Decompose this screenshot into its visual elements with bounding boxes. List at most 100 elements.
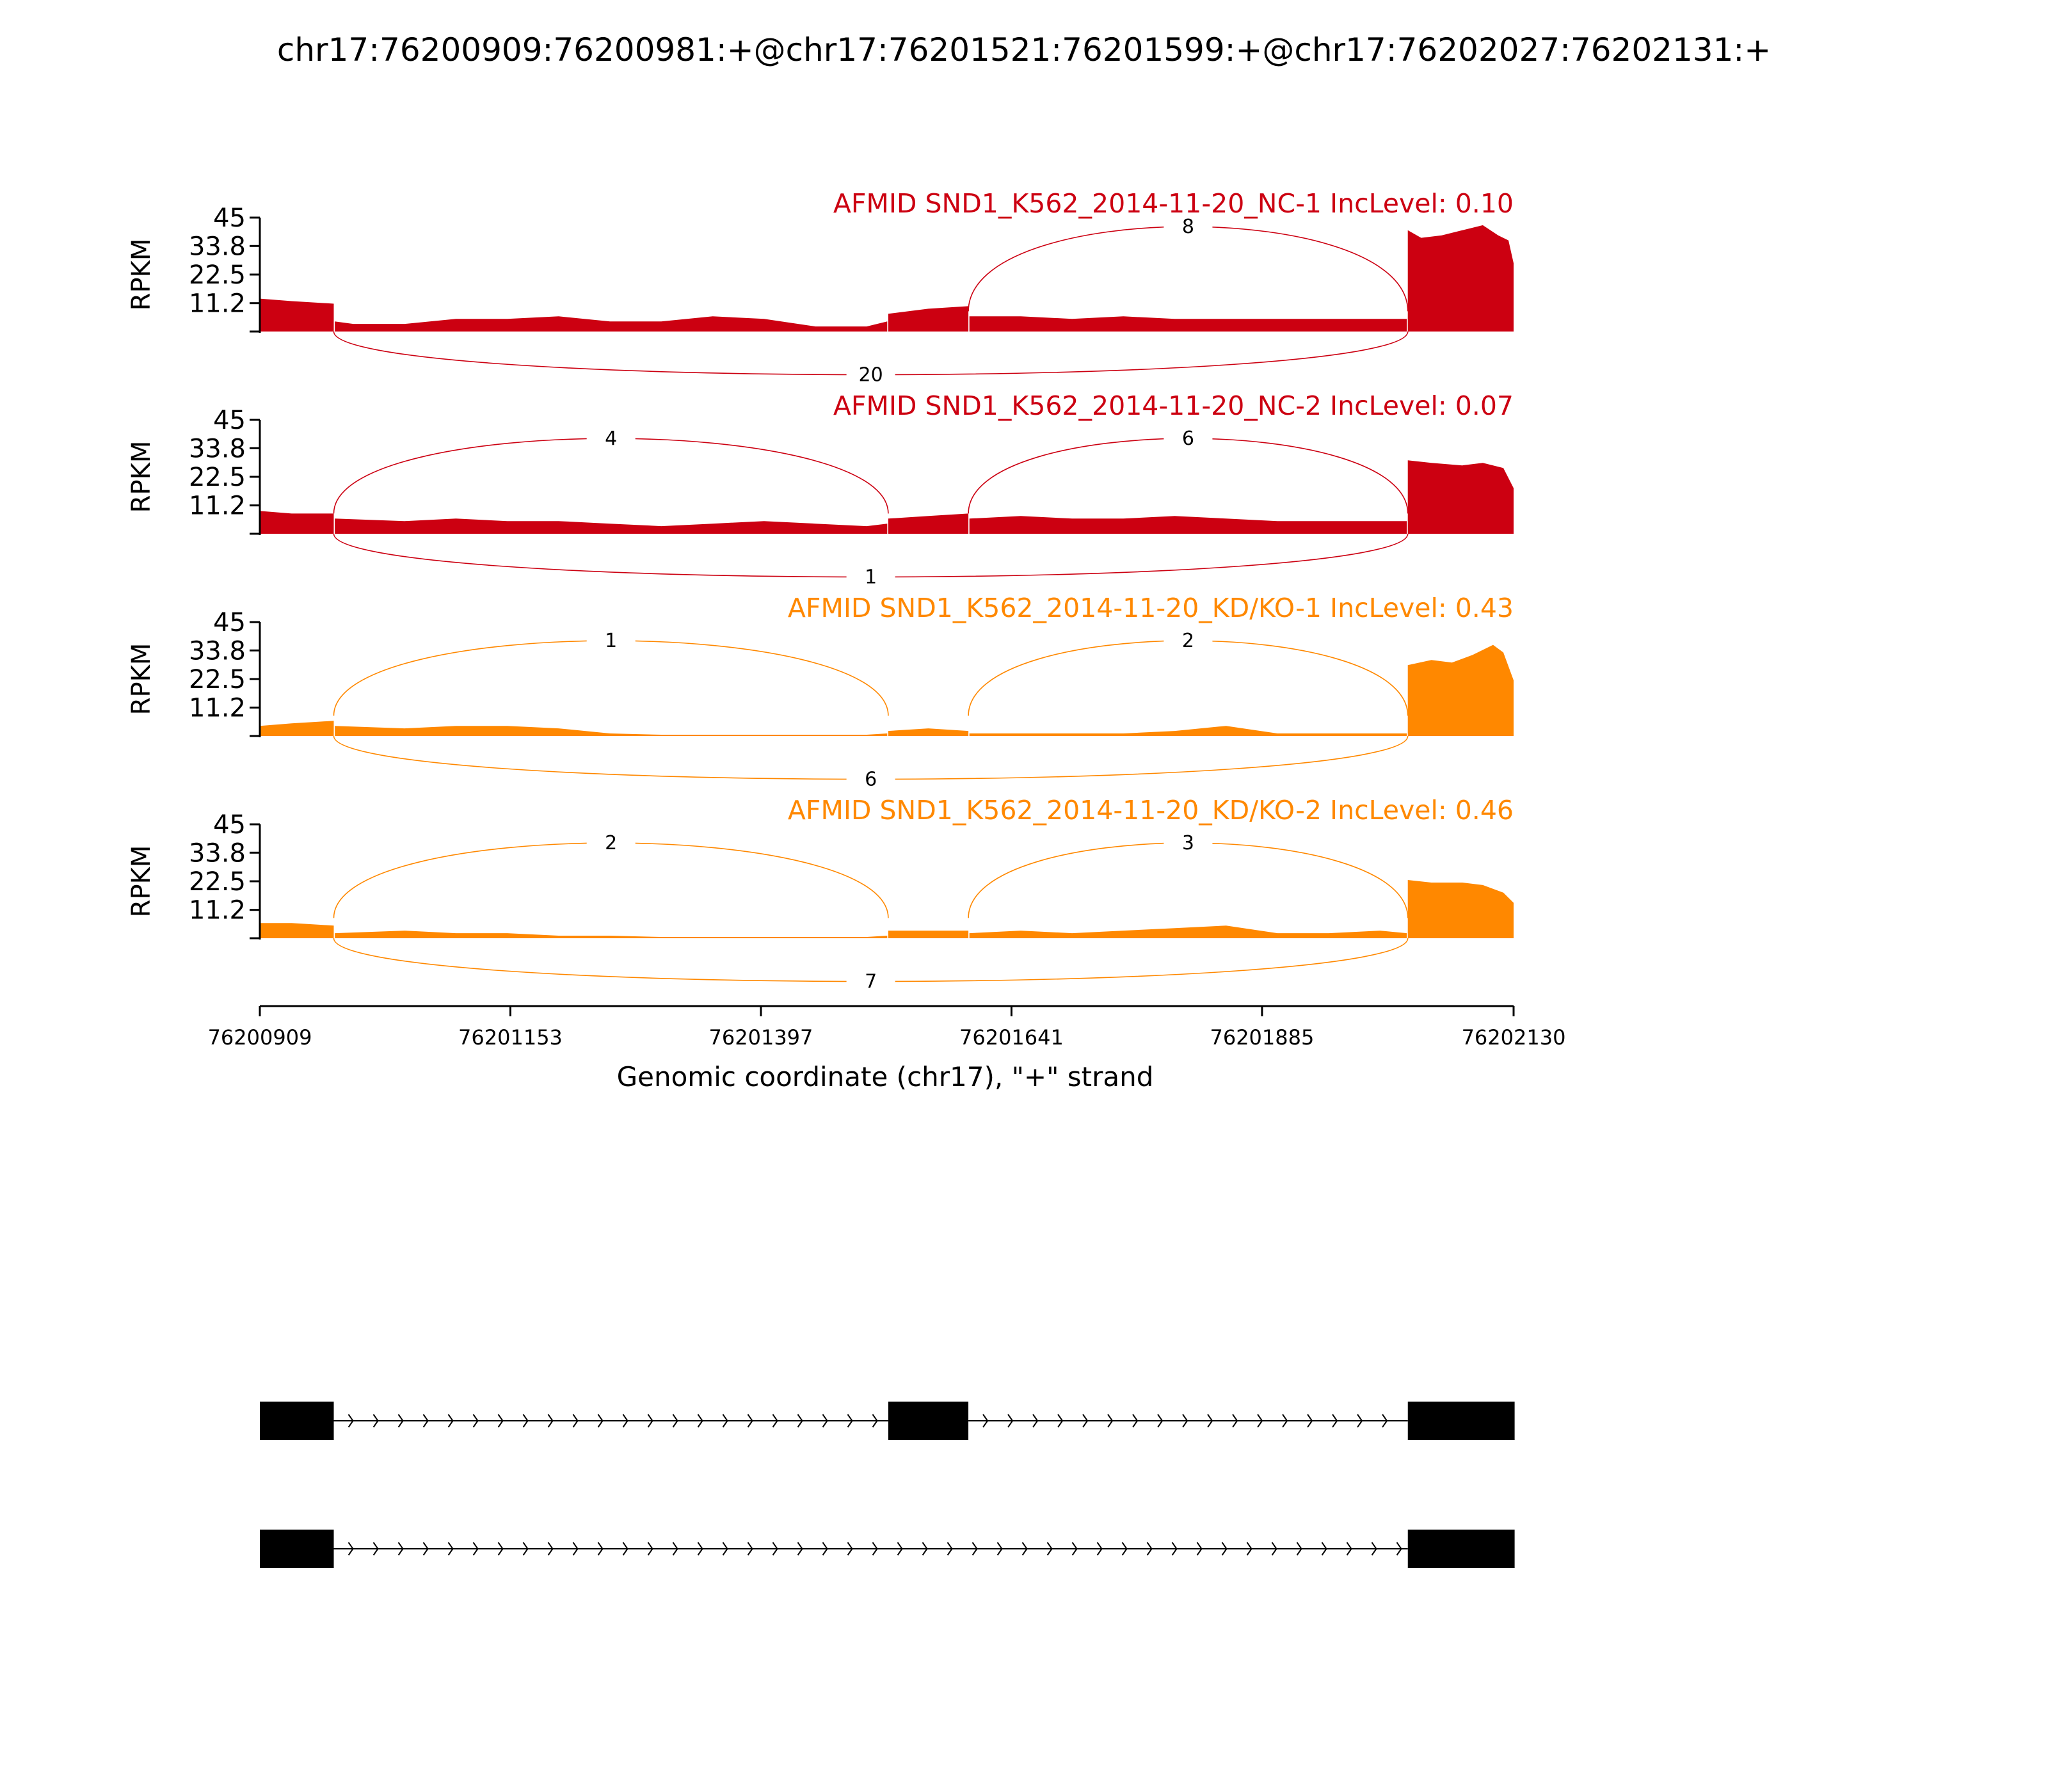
strand-arrow: [797, 1414, 803, 1428]
strand-arrow: [772, 1414, 778, 1428]
strand-arrow: [397, 1414, 404, 1428]
strand-arrow: [1271, 1542, 1277, 1556]
x-axis-label: Genomic coordinate (chr17), "+" strand: [617, 1061, 1154, 1092]
strand-arrow: [1107, 1414, 1114, 1428]
strand-arrow: [547, 1542, 554, 1556]
strand-arrow: [1246, 1542, 1252, 1556]
strand-arrow: [547, 1414, 554, 1428]
strand-arrow: [1007, 1414, 1014, 1428]
coverage-area: [888, 306, 969, 332]
y-tick-label: 45: [213, 810, 246, 840]
coverage-area: [335, 931, 888, 938]
coverage-area: [335, 518, 888, 534]
junction-label-background: [846, 967, 895, 993]
y-tick-label: 11.2: [189, 694, 246, 723]
panel-title: AFMID SND1_K562_2014-11-20_KD/KO-2 IncLe…: [788, 795, 1514, 826]
exon-block: [260, 1530, 334, 1568]
y-tick-label: 33.8: [189, 434, 246, 463]
strand-arrow: [1321, 1542, 1327, 1556]
strand-arrow: [522, 1542, 529, 1556]
strand-arrow: [1032, 1414, 1039, 1428]
junction-count-label: 1: [605, 630, 617, 652]
strand-arrow: [1207, 1414, 1213, 1428]
strand-arrow: [1071, 1542, 1078, 1556]
coverage-area: [888, 931, 969, 938]
coverage-area: [888, 513, 969, 534]
coverage-area: [1407, 460, 1514, 534]
strand-arrow: [697, 1414, 703, 1428]
coverage-area: [260, 721, 334, 736]
strand-arrow: [1232, 1414, 1238, 1428]
y-tick-label: 22.5: [189, 260, 246, 290]
strand-arrow: [1096, 1542, 1103, 1556]
x-tick-label: 76201885: [1210, 1025, 1314, 1050]
x-tick-label: 76200909: [208, 1025, 312, 1050]
strand-arrow: [1157, 1414, 1164, 1428]
y-tick-label: 33.8: [189, 838, 246, 868]
junction-label-background: [1164, 829, 1213, 855]
strand-arrow: [672, 1414, 678, 1428]
strand-arrow: [372, 1542, 379, 1556]
strand-arrow: [1146, 1542, 1153, 1556]
strand-arrow: [572, 1414, 579, 1428]
strand-arrow: [847, 1414, 853, 1428]
strand-arrow: [647, 1542, 653, 1556]
strand-arrow: [982, 1414, 989, 1428]
strand-arrow: [597, 1542, 604, 1556]
junction-label-background: [846, 765, 895, 791]
strand-arrow: [872, 1542, 878, 1556]
y-tick-label: 22.5: [189, 463, 246, 492]
strand-arrow: [497, 1542, 504, 1556]
junction-count-label: 8: [1182, 216, 1194, 238]
strand-arrow: [1196, 1542, 1203, 1556]
y-tick-label: 22.5: [189, 665, 246, 694]
strand-arrow: [872, 1414, 878, 1428]
junction-label-background: [1164, 627, 1213, 653]
strand-arrow: [1021, 1542, 1028, 1556]
strand-arrow: [1121, 1542, 1128, 1556]
strand-arrow: [1257, 1414, 1263, 1428]
strand-arrow: [797, 1542, 803, 1556]
strand-arrow: [822, 1414, 828, 1428]
x-tick-label: 76201153: [458, 1025, 563, 1050]
strand-arrow: [1057, 1414, 1064, 1428]
junction-count-label: 2: [605, 832, 617, 854]
strand-arrow: [497, 1414, 504, 1428]
strand-arrow: [996, 1542, 1003, 1556]
coverage-area: [969, 925, 1407, 938]
strand-arrow: [622, 1542, 628, 1556]
strand-arrow: [1171, 1542, 1178, 1556]
y-tick-label: 45: [213, 204, 246, 233]
exon-block: [1407, 1530, 1515, 1568]
coverage-area: [888, 728, 969, 736]
coverage-area: [1407, 225, 1514, 332]
strand-arrow: [1221, 1542, 1228, 1556]
strand-arrow: [1182, 1414, 1188, 1428]
y-tick-label: 33.8: [189, 636, 246, 666]
figure-title: chr17:76200909:76200981:+@chr17:76201521…: [277, 31, 1771, 68]
coverage-area: [969, 726, 1407, 736]
x-tick-label: 76202130: [1462, 1025, 1566, 1050]
junction-count-label: 20: [859, 364, 883, 387]
strand-arrow: [822, 1542, 828, 1556]
strand-arrow: [847, 1542, 853, 1556]
y-tick-label: 22.5: [189, 867, 246, 897]
strand-arrow: [372, 1414, 379, 1428]
junction-label-background: [586, 829, 636, 855]
strand-arrow: [447, 1414, 454, 1428]
strand-arrow: [1046, 1542, 1053, 1556]
strand-arrow: [772, 1542, 778, 1556]
strand-arrow: [1296, 1542, 1302, 1556]
x-tick-label: 76201641: [959, 1025, 1064, 1050]
strand-arrow: [922, 1542, 928, 1556]
y-tick-label: 45: [213, 406, 246, 435]
exon-block: [888, 1402, 969, 1440]
strand-arrow: [1282, 1414, 1288, 1428]
strand-arrow: [1371, 1542, 1377, 1556]
strand-arrow: [972, 1542, 978, 1556]
junction-label-background: [846, 360, 895, 387]
